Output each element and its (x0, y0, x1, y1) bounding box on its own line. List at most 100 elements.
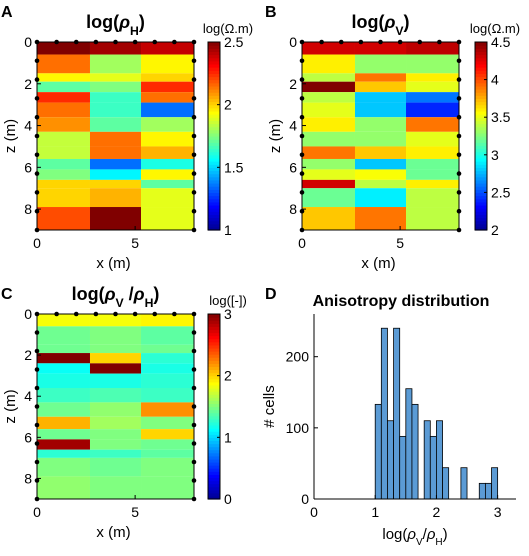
colorbar-segment (475, 217, 487, 222)
colorbar-segment (475, 151, 487, 156)
colorbar-segment (475, 85, 487, 90)
colorbar-segment (208, 354, 220, 358)
colorbar-frame (474, 41, 488, 231)
electrode-marker (191, 58, 197, 64)
electrode-marker (93, 39, 99, 45)
heatmap-cell (406, 158, 459, 170)
colorbar-segment (208, 351, 220, 355)
heatmap-cell (406, 92, 459, 103)
colorbar-segment (208, 468, 220, 472)
panel-title: log(ρV) (351, 12, 409, 38)
colorbar-segment (475, 189, 487, 193)
electrode-marker (191, 385, 197, 391)
colorbar-segment (208, 406, 220, 411)
electrode-marker (338, 39, 344, 45)
heatmap-cell (141, 42, 194, 55)
title-subscript: H (130, 24, 139, 38)
title-subscript: V (395, 24, 404, 38)
heatmap-cell (354, 158, 407, 170)
colorbar-segment (208, 151, 220, 156)
electrode-marker (437, 39, 442, 45)
colorbar-segment (208, 107, 220, 112)
y-tick-label: 4 (24, 118, 32, 134)
heatmap-cell (141, 131, 194, 147)
colorbar-segment (208, 89, 220, 93)
colorbar-segment (475, 198, 487, 203)
x-axis-label-part: ρ (406, 526, 416, 543)
colorbar-segment (208, 449, 220, 454)
y-tick-label: 0 (24, 306, 32, 322)
colorbar-segment (208, 421, 220, 426)
heatmap-cell (37, 449, 90, 458)
heatmap-cell (89, 146, 142, 159)
colorbar-segment (475, 45, 487, 49)
colorbar-segment (208, 145, 220, 150)
colorbar-segment (208, 397, 220, 401)
colorbar-segment (208, 440, 220, 445)
colorbar-segment (208, 51, 220, 56)
heatmap-cell (302, 73, 355, 82)
colorbar-segment (475, 142, 487, 146)
colorbar-frame (207, 41, 221, 231)
electrode-marker (132, 39, 138, 45)
colorbar-tick-label: 4.5 (491, 34, 511, 50)
electrode-marker (34, 96, 40, 101)
colorbar-segment (208, 369, 220, 374)
colorbar-segment (208, 320, 220, 324)
heatmap-cell (89, 476, 142, 499)
heatmap-cell (37, 146, 90, 159)
electrode-marker (191, 311, 197, 317)
electrode-marker (299, 208, 305, 214)
colorbar-segment (208, 204, 220, 209)
electrode-marker (299, 152, 305, 158)
colorbar-segment (208, 434, 220, 438)
colorbar-segment (208, 114, 220, 118)
heatmap-cell (37, 402, 90, 417)
colorbar-tick-label: 1.5 (224, 159, 244, 175)
electrode-marker (456, 190, 462, 195)
electrode-marker (191, 133, 197, 139)
heatmap-cell (141, 207, 194, 230)
heatmap-cell (89, 402, 142, 417)
heatmap-cell (406, 42, 459, 55)
colorbar-segment (208, 375, 220, 380)
colorbar-segment (208, 332, 220, 337)
electrode-marker (191, 441, 197, 446)
colorbar-segment (208, 347, 220, 352)
electrode-marker (191, 496, 197, 502)
electrode-marker (191, 422, 197, 428)
colorbar-segment (208, 42, 220, 46)
heatmap-cell (37, 416, 90, 430)
colorbar-segment (208, 123, 220, 128)
x-axis-label: x (m) (96, 524, 130, 541)
colorbar-tick-label: 2 (224, 97, 232, 113)
x-axis-label-part: V (416, 537, 423, 548)
electrode-marker (191, 227, 197, 233)
colorbar-segment (475, 42, 487, 46)
heatmap-cell (302, 54, 355, 74)
electrode-marker (34, 348, 40, 354)
colorbar-tick-label: 3.5 (491, 109, 511, 125)
x-tick-label: 5 (131, 504, 139, 520)
electrode-marker (34, 330, 40, 335)
electrode-marker (34, 441, 40, 446)
heatmap-cell (354, 92, 407, 103)
colorbar-segment (208, 223, 220, 228)
colorbar-segment (475, 176, 487, 181)
colorbar-segment (208, 142, 220, 146)
y-tick-label: 6 (24, 159, 32, 175)
heatmap-cell (354, 73, 407, 82)
electrode-marker (299, 133, 305, 139)
electrode-marker (191, 190, 197, 195)
heatmap-cell (302, 81, 355, 93)
colorbar-segment (475, 201, 487, 206)
colorbar-segment (208, 95, 220, 99)
electrode-marker (299, 58, 305, 64)
colorbar-segment (475, 179, 487, 184)
electrode-marker (54, 39, 59, 45)
heatmap-cell (141, 188, 194, 208)
colorbar-segment (475, 92, 487, 96)
colorbar-segment (208, 164, 220, 168)
heatmap-cell (141, 344, 194, 354)
colorbar-segment (208, 85, 220, 90)
